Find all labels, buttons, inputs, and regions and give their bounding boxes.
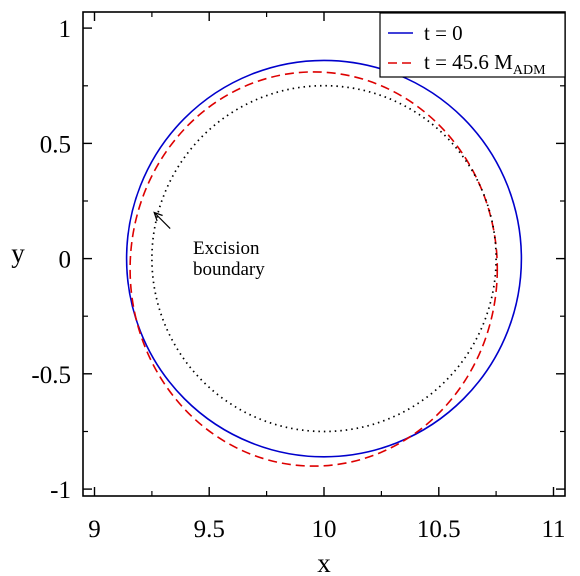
legend-label-t456-main: t = 45.6 M: [424, 50, 513, 74]
annotation-excision: Excision boundary: [153, 211, 265, 280]
y-axis-label: y: [11, 238, 25, 268]
series-curve-0: [125, 59, 523, 458]
excision-label-line2: boundary: [193, 259, 265, 280]
legend-box: [379, 12, 566, 78]
y-tick-label: 0: [59, 247, 72, 274]
x-tick-label: 10.5: [417, 516, 461, 543]
excision-label-line1: Excision: [193, 238, 260, 259]
y-tick-label: 0.5: [40, 131, 71, 158]
ticks-layer: [83, 12, 565, 496]
y-tick-label: -1: [50, 477, 71, 504]
legend-label-t456-sub: ADM: [513, 63, 546, 78]
legend: t = 0 t = 45.6 MADM: [379, 12, 566, 78]
curves-layer: [125, 59, 523, 467]
tick-labels-layer: 9 9.5 10 10.5 11 -1 -0.5 0 0.5 1: [31, 16, 565, 543]
x-tick-label: 11: [541, 516, 565, 543]
series-curve-2: [151, 84, 497, 433]
x-tick-label: 10: [312, 516, 337, 543]
x-tick-label: 9: [88, 516, 101, 543]
y-tick-label: -0.5: [31, 362, 71, 389]
excision-arrow-head: [153, 211, 163, 222]
excision-arrow: [153, 212, 171, 230]
plot-frame: [82, 11, 566, 497]
legend-label-t456: t = 45.6 MADM: [424, 50, 546, 78]
y-tick-label: 1: [59, 16, 72, 43]
legend-label-t0: t = 0: [424, 21, 463, 45]
x-axis-label: x: [317, 548, 331, 576]
legend-label-t0-main: t = 0: [424, 21, 463, 45]
series-curve-1: [129, 71, 499, 467]
x-tick-label: 9.5: [194, 516, 225, 543]
